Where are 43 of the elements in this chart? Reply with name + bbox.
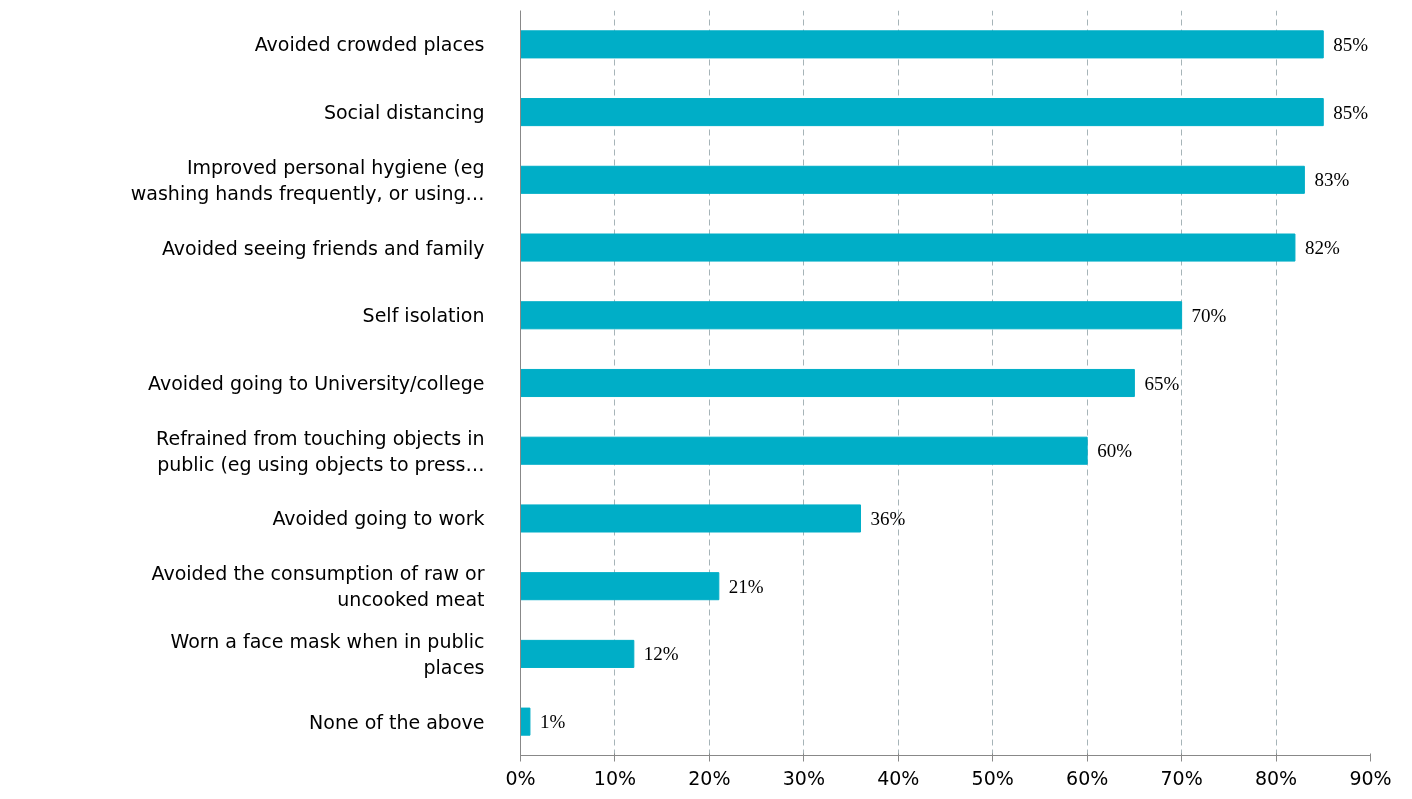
data-label: 70%	[1191, 304, 1227, 326]
bar	[520, 572, 720, 601]
data-label: 36%	[870, 507, 906, 529]
data-label: 85%	[1333, 33, 1369, 55]
bar	[520, 30, 1324, 59]
data-label: 83%	[1314, 169, 1350, 191]
y-tick-label: Avoided seeing friends and family	[161, 236, 485, 259]
bar	[520, 165, 1305, 194]
data-label: 85%	[1333, 101, 1369, 123]
x-tick-label: 40%	[877, 766, 920, 789]
bar	[520, 233, 1296, 262]
data-label: 60%	[1097, 440, 1133, 462]
data-label: 1%	[539, 711, 566, 733]
x-tick-label: 10%	[593, 766, 637, 789]
bar	[520, 504, 861, 533]
x-tick-label: 50%	[971, 766, 1014, 789]
x-tick-label: 60%	[1066, 766, 1109, 789]
bar	[520, 368, 1135, 398]
bar	[520, 436, 1088, 465]
y-tick-label: Self isolation	[362, 304, 485, 327]
y-tick-label: Avoided going to work	[272, 507, 485, 530]
data-label: 65%	[1144, 372, 1180, 394]
data-label: 21%	[728, 575, 764, 597]
data-label: 12%	[643, 643, 679, 665]
x-tick-label: 70%	[1160, 766, 1203, 789]
data-label: 82%	[1304, 237, 1340, 259]
x-tick-label: 20%	[688, 766, 731, 789]
x-tick-label: 80%	[1254, 766, 1298, 789]
y-tick-label: None of the above	[309, 710, 485, 733]
y-tick-label: Avoided going to University/college	[148, 372, 485, 394]
y-tick-label: Social distancing	[323, 101, 485, 124]
y-tick-label: Worn a face mask when in public places	[170, 629, 485, 679]
bar	[520, 301, 1183, 330]
y-tick-label: Avoided the consumption of raw or uncooked meat	[151, 561, 485, 611]
bar	[520, 639, 635, 668]
y-tick-label: Avoided crowded places	[254, 33, 485, 56]
y-tick-label: Refrained from touching objects in public (eg using objects to press…	[156, 426, 485, 475]
x-tick-label: 30%	[782, 766, 825, 789]
y-tick-label: Improved personal hygiene (eg washing hands frequently, or using…	[130, 155, 485, 205]
bar	[520, 707, 531, 736]
x-tick-label: 0%	[505, 766, 536, 789]
x-tick-label: 90%	[1349, 766, 1392, 789]
bar	[520, 98, 1324, 127]
